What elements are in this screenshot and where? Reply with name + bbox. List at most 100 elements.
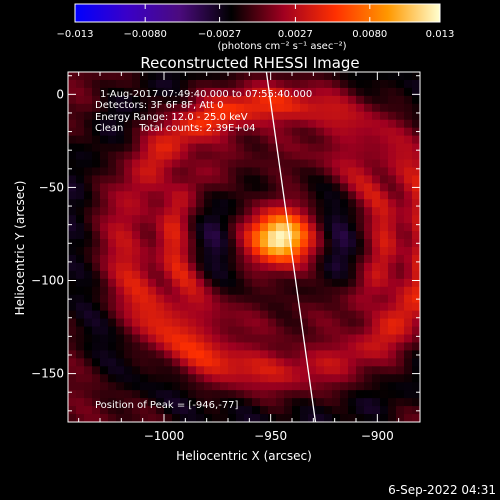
heatmap-cell xyxy=(244,79,253,89)
heatmap-cell xyxy=(148,79,157,89)
heatmap-cell xyxy=(356,270,365,280)
heatmap-cell xyxy=(284,414,293,422)
heatmap-cell xyxy=(252,270,261,280)
heatmap-cell xyxy=(156,334,165,344)
heatmap-cell xyxy=(396,342,405,351)
heatmap-cell xyxy=(196,239,205,248)
heatmap-cell xyxy=(92,382,101,391)
heatmap-cell xyxy=(68,159,77,169)
heatmap-cell xyxy=(292,406,301,415)
heatmap-cell xyxy=(180,334,189,344)
heatmap-cell xyxy=(308,199,317,208)
heatmap-cell xyxy=(348,358,357,367)
heatmap-cell xyxy=(268,358,277,367)
heatmap-cell xyxy=(412,382,420,391)
heatmap-cell xyxy=(308,119,317,129)
heatmap-cell xyxy=(76,382,85,391)
heatmap-cell xyxy=(276,374,285,383)
heatmap-cell xyxy=(268,175,277,184)
heatmap-cell xyxy=(108,358,117,367)
heatmap-cell xyxy=(212,294,221,304)
heatmap-cell xyxy=(132,72,141,81)
heatmap-cell xyxy=(204,175,213,184)
heatmap-cell xyxy=(156,135,165,145)
heatmap-cell xyxy=(404,254,413,264)
heatmap-cell xyxy=(404,191,413,200)
heatmap-cell xyxy=(380,270,389,280)
heatmap-cell xyxy=(396,199,405,208)
heatmap-cell xyxy=(396,278,405,288)
heatmap-cell xyxy=(116,159,125,169)
heatmap-cell xyxy=(68,191,77,200)
heatmap-cell xyxy=(116,374,125,383)
heatmap-cell xyxy=(260,103,269,113)
heatmap-cell xyxy=(364,342,373,351)
heatmap-cell xyxy=(316,270,325,280)
heatmap-cell xyxy=(164,87,173,97)
heatmap-cell xyxy=(84,366,93,375)
heatmap-cell xyxy=(164,199,173,208)
heatmap-cell xyxy=(228,191,237,200)
heatmap-cell xyxy=(260,87,269,97)
heatmap-cell xyxy=(404,382,413,391)
heatmap-cell xyxy=(204,151,213,161)
heatmap-cell xyxy=(236,398,245,407)
heatmap-cell xyxy=(260,374,269,383)
heatmap-cell xyxy=(180,103,189,113)
heatmap-cell xyxy=(388,191,397,200)
heatmap-cell xyxy=(116,398,125,407)
heatmap-cell xyxy=(396,175,405,184)
heatmap-cell xyxy=(132,366,141,375)
heatmap-cell xyxy=(396,310,405,320)
heatmap-cell xyxy=(196,103,205,113)
heatmap-cell xyxy=(396,406,405,415)
heatmap-cell xyxy=(340,286,349,296)
heatmap-cell xyxy=(364,167,373,176)
heatmap-cell xyxy=(340,406,349,415)
heatmap-cell xyxy=(324,167,333,176)
heatmap-cell xyxy=(132,302,141,312)
heatmap-cell xyxy=(236,270,245,280)
heatmap-cell xyxy=(180,294,189,304)
heatmap-cell xyxy=(372,87,381,97)
heatmap-cell xyxy=(412,199,420,208)
heatmap-cell xyxy=(244,151,253,161)
heatmap-cell xyxy=(92,358,101,367)
heatmap-cell xyxy=(84,302,93,312)
heatmap-cell xyxy=(284,358,293,367)
heatmap-cell xyxy=(92,87,101,97)
heatmap-cell xyxy=(228,318,237,328)
heatmap-cell xyxy=(316,382,325,391)
heatmap-cell xyxy=(364,159,373,169)
heatmap-cell xyxy=(388,175,397,184)
heatmap-cell xyxy=(164,374,173,383)
heatmap-cell xyxy=(356,191,365,200)
heatmap-cell xyxy=(236,262,245,272)
heatmap-cell xyxy=(196,262,205,272)
heatmap-cell xyxy=(284,326,293,336)
heatmap-cell xyxy=(324,95,333,105)
heatmap-cell xyxy=(244,334,253,344)
heatmap-cell xyxy=(156,223,165,232)
heatmap-cell xyxy=(412,270,420,280)
heatmap-cell xyxy=(340,135,349,145)
heatmap-cell xyxy=(412,135,420,145)
heatmap-cell xyxy=(372,191,381,200)
heatmap-cell xyxy=(388,111,397,121)
heatmap-cell xyxy=(372,270,381,280)
heatmap-cell xyxy=(412,191,420,200)
heatmap-cell xyxy=(252,151,261,161)
heatmap-cell xyxy=(140,406,149,415)
heatmap-cell xyxy=(364,87,373,97)
heatmap-cell xyxy=(84,278,93,288)
heatmap-cell xyxy=(116,167,125,176)
heatmap-cell xyxy=(164,111,173,121)
heatmap-cell xyxy=(116,262,125,272)
heatmap-cell xyxy=(212,183,221,192)
heatmap-cell xyxy=(372,342,381,351)
heatmap-cell xyxy=(324,127,333,137)
heatmap-cell xyxy=(268,302,277,312)
heatmap-cell xyxy=(228,231,237,240)
heatmap-cell xyxy=(228,310,237,320)
colorbar-ticks: −0.013 −0.0080 −0.0027 0.0027 0.0080 0.013 xyxy=(56,4,454,40)
